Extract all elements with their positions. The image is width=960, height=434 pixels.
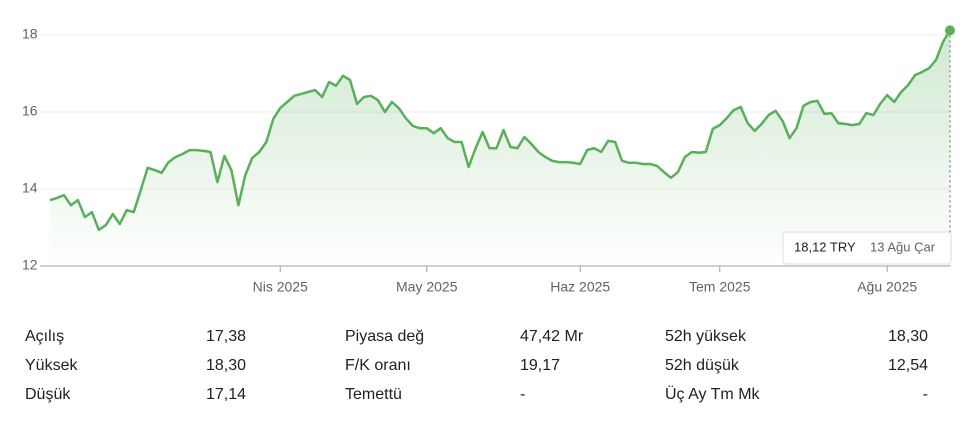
stat-label: Piyasa değ [345,328,425,345]
stat-label: Yüksek [25,357,78,374]
y-tick-label: 14 [22,180,38,196]
stat-value: 17,38 [205,328,246,345]
x-tick-label: Tem 2025 [689,279,751,295]
y-tick-label: 12 [22,257,38,273]
last-point [945,25,955,36]
stat-value: 17,14 [205,386,246,403]
stat-label: Temettü [345,386,402,403]
stat-value: 18,30 [887,328,928,345]
stat-value: 12,54 [887,357,928,374]
stat-label: Açılış [25,328,65,345]
stat-value: - [922,386,928,403]
y-tick-label: 16 [22,103,38,119]
tooltip-date: 13 Ağu Çar [870,239,936,254]
stat-value: 47,42 Mr [520,328,584,345]
stat-value: - [520,386,526,403]
stat-label: 52h düşük [665,357,739,374]
chart: 12 14 16 18 Nis 2025 May 2025 Haz 2025 Tem 2025… [22,25,955,295]
y-tick-label: 18 [22,26,38,42]
x-tick-label: Nis 2025 [253,279,308,295]
stat-value: 18,30 [205,357,246,374]
x-tick-label: May 2025 [396,279,458,295]
tooltip-price: 18,12 TRY [794,239,856,254]
tooltip-box [782,231,952,265]
area [50,30,950,267]
stat-label: F/K oranı [345,357,411,374]
x-tick-label: Haz 2025 [550,279,610,295]
stat-label: Düşük [25,386,71,403]
tooltip: 18,12 TRY 13 Ağu Çar [782,231,952,265]
stat-value: 19,17 [520,357,561,374]
price-line [49,29,952,232]
stat-label: 52h yüksek [665,328,746,345]
x-tick-label: Ağu 2025 [857,279,917,295]
stat-label: Üç Ay Tm Mk [665,386,760,403]
